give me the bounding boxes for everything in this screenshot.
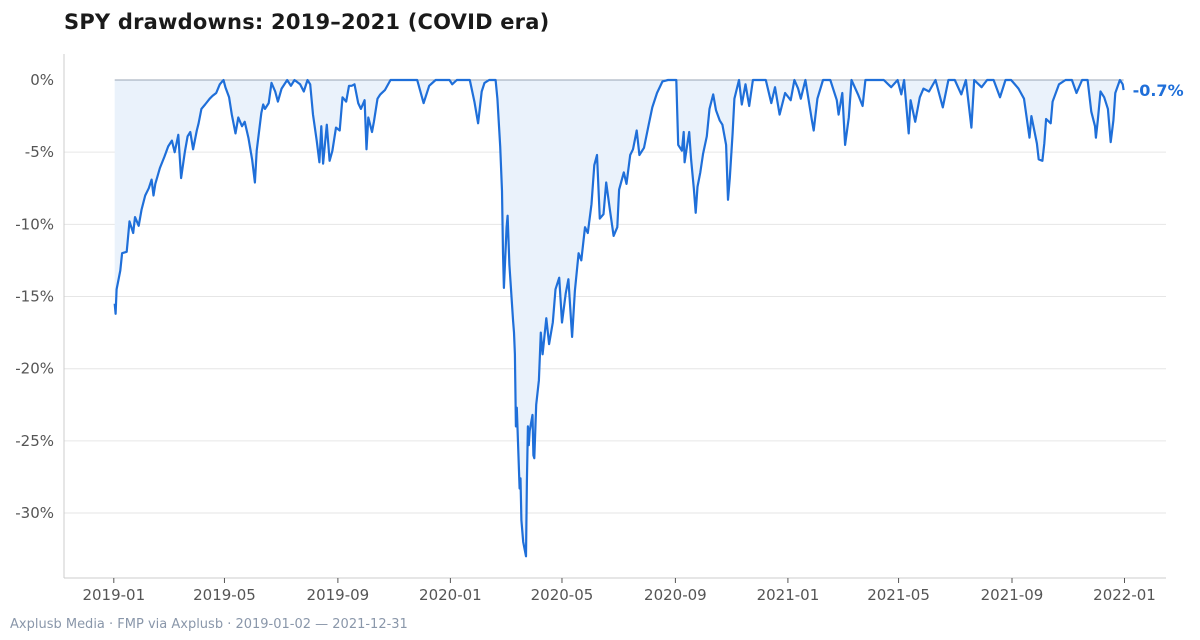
y-tick-label: -30%: [15, 504, 54, 522]
x-tick-label: 2021-05: [867, 586, 930, 604]
x-tick-label: 2021-01: [757, 586, 820, 604]
x-tick-label: 2020-09: [644, 586, 707, 604]
x-tick-label: 2020-05: [531, 586, 594, 604]
y-tick-label: -10%: [15, 215, 54, 233]
x-tick-label: 2021-09: [981, 586, 1044, 604]
end-value-label: -0.7%: [1133, 81, 1184, 100]
drawdown-series: [113, 78, 1125, 558]
y-tick-label: -5%: [25, 143, 54, 161]
drawdown-area: [114, 80, 1124, 557]
y-tick-label: -25%: [15, 432, 54, 450]
source-footer: Axplusb Media · FMP via Axplusb · 2019-0…: [10, 617, 408, 632]
x-tick-label: 2019-01: [82, 586, 145, 604]
x-tick-label: 2022-01: [1093, 586, 1156, 604]
drawdown-line: [113, 78, 1125, 558]
y-tick-label: 0%: [30, 71, 54, 89]
x-tick-label: 2019-05: [193, 586, 256, 604]
y-tick-label: -15%: [15, 288, 54, 306]
tick-labels: 0% -5% -10% -15% -20% -25% -30% 2019-01 2019-05 2…: [15, 71, 1183, 604]
drawdown-area-fill: [114, 80, 1124, 557]
chart-title: SPY drawdowns: 2019–2021 (COVID era): [64, 10, 550, 34]
x-tick-label: 2019-09: [307, 586, 370, 604]
x-tick-label: 2020-01: [419, 586, 482, 604]
y-tick-label: -20%: [15, 360, 54, 378]
